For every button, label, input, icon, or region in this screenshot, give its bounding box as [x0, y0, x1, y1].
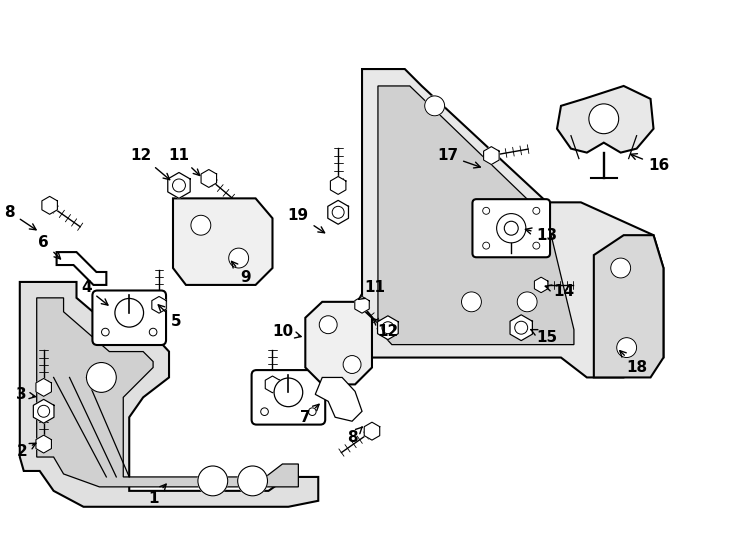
Circle shape: [425, 96, 445, 116]
Polygon shape: [557, 86, 653, 153]
Polygon shape: [57, 252, 106, 285]
Circle shape: [261, 408, 269, 415]
Circle shape: [87, 362, 116, 393]
Text: 1: 1: [148, 484, 166, 507]
Polygon shape: [173, 198, 272, 285]
Polygon shape: [377, 316, 399, 340]
Circle shape: [483, 207, 490, 214]
Circle shape: [382, 322, 394, 334]
Circle shape: [343, 355, 361, 374]
Polygon shape: [36, 379, 51, 396]
Circle shape: [462, 292, 482, 312]
Circle shape: [149, 328, 157, 336]
Polygon shape: [305, 302, 372, 384]
Circle shape: [617, 338, 636, 357]
Polygon shape: [33, 400, 54, 423]
Polygon shape: [330, 177, 346, 194]
Text: 12: 12: [373, 319, 399, 339]
FancyBboxPatch shape: [252, 370, 325, 424]
Circle shape: [229, 248, 249, 268]
Polygon shape: [378, 86, 574, 345]
Circle shape: [611, 258, 631, 278]
Polygon shape: [328, 200, 349, 224]
Circle shape: [515, 321, 528, 334]
Circle shape: [191, 215, 211, 235]
Text: 11: 11: [359, 280, 385, 299]
Polygon shape: [316, 377, 362, 421]
Circle shape: [517, 292, 537, 312]
Text: 16: 16: [631, 154, 669, 173]
FancyBboxPatch shape: [473, 199, 550, 257]
Polygon shape: [37, 298, 298, 487]
Polygon shape: [355, 296, 369, 313]
Text: 7: 7: [300, 404, 319, 425]
Circle shape: [589, 104, 619, 134]
Circle shape: [333, 206, 344, 218]
Text: 18: 18: [619, 350, 647, 375]
Circle shape: [319, 316, 337, 334]
Polygon shape: [364, 422, 379, 440]
Circle shape: [533, 207, 539, 214]
Text: 8: 8: [346, 427, 363, 444]
Text: 13: 13: [526, 228, 558, 242]
Text: 11: 11: [169, 148, 200, 176]
Text: 17: 17: [437, 148, 480, 168]
Text: 19: 19: [288, 208, 324, 233]
Polygon shape: [36, 435, 51, 453]
Text: 2: 2: [16, 443, 36, 458]
Text: 9: 9: [231, 261, 251, 286]
Circle shape: [115, 299, 144, 327]
Text: 8: 8: [4, 205, 36, 230]
Circle shape: [308, 408, 316, 415]
Circle shape: [37, 406, 50, 417]
Text: 4: 4: [81, 280, 108, 305]
Text: 15: 15: [531, 329, 558, 345]
Circle shape: [504, 221, 518, 235]
Text: 12: 12: [131, 148, 170, 180]
Polygon shape: [594, 235, 664, 377]
Polygon shape: [168, 172, 190, 198]
Circle shape: [238, 466, 267, 496]
FancyBboxPatch shape: [92, 291, 166, 345]
Polygon shape: [152, 296, 167, 313]
Circle shape: [483, 242, 490, 249]
Text: 10: 10: [272, 324, 301, 339]
Circle shape: [274, 378, 302, 407]
Circle shape: [497, 214, 526, 243]
Text: 5: 5: [159, 305, 181, 329]
Polygon shape: [265, 376, 280, 393]
Text: 3: 3: [16, 387, 35, 402]
Polygon shape: [484, 147, 499, 165]
Circle shape: [172, 179, 186, 192]
Polygon shape: [510, 315, 532, 341]
Circle shape: [198, 466, 228, 496]
Polygon shape: [201, 170, 217, 187]
Circle shape: [101, 328, 109, 336]
Polygon shape: [534, 277, 548, 293]
Polygon shape: [42, 197, 57, 214]
Text: 6: 6: [38, 235, 60, 259]
Text: 14: 14: [545, 285, 575, 299]
Polygon shape: [20, 282, 319, 507]
Polygon shape: [362, 69, 664, 377]
Circle shape: [533, 242, 539, 249]
